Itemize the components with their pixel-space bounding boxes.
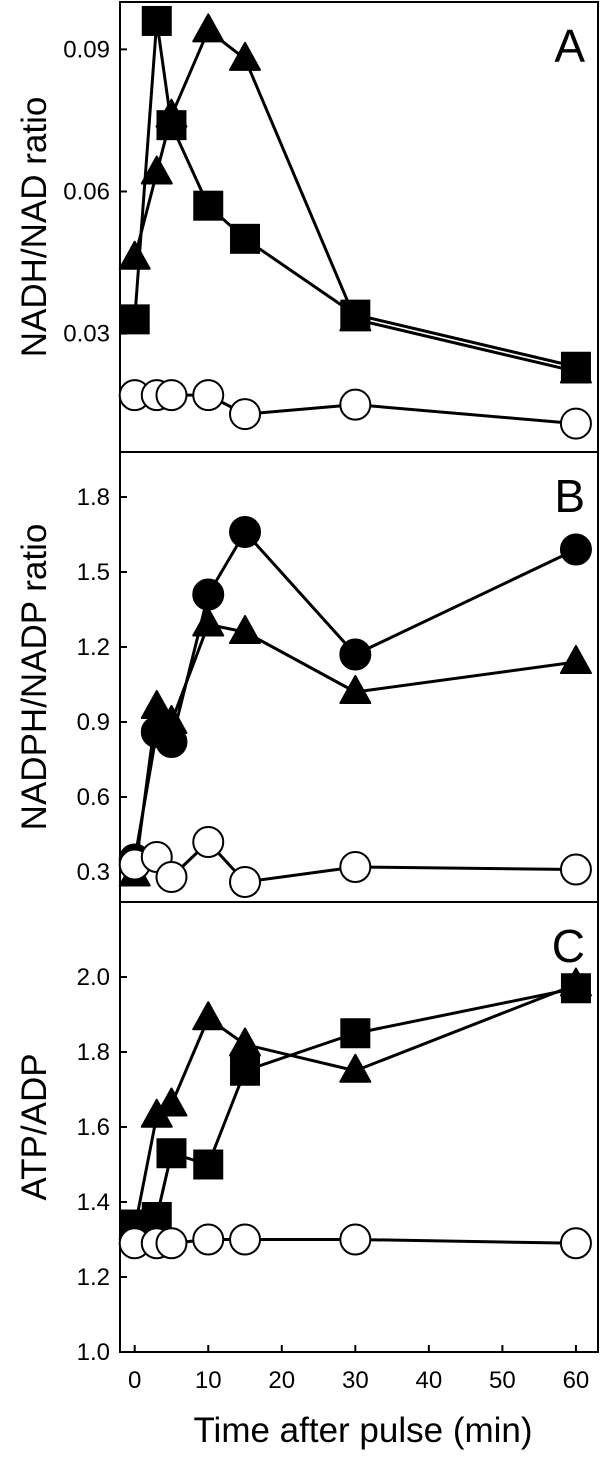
- y-tick-label: 1.8: [77, 1039, 110, 1066]
- y-tick-label: 0.03: [63, 321, 110, 348]
- series-circle-open: [118, 826, 592, 898]
- y-tick-label: 0.6: [77, 784, 110, 811]
- x-tick-label: 0: [128, 1367, 141, 1394]
- data-point: [155, 1227, 188, 1260]
- y-tick-label: 0.06: [63, 178, 110, 205]
- panel-b-frame: [119, 451, 599, 903]
- data-point: [141, 5, 172, 36]
- y-tick-label: 0.09: [63, 36, 110, 63]
- panel-c-frame: [119, 901, 599, 1353]
- data-point: [155, 98, 188, 128]
- data-point: [339, 1053, 372, 1083]
- x-axis-title: Time after pulse (min): [193, 1411, 532, 1450]
- y-tick-label: 2.0: [77, 964, 110, 991]
- y-axis-title: ATP/ADP: [15, 1053, 54, 1200]
- panel-c: 1.0 1.2 1.4 1.6 1.8 2.0 ATP/ADP C: [15, 901, 599, 1366]
- data-point: [559, 1227, 592, 1260]
- data-point: [119, 304, 150, 335]
- data-point: [229, 1223, 262, 1256]
- data-point: [339, 675, 372, 704]
- data-point: [192, 13, 225, 43]
- x-tick-label: 10: [195, 1367, 222, 1394]
- data-point: [140, 155, 173, 185]
- data-point: [559, 967, 592, 997]
- panel-letter: C: [552, 920, 585, 972]
- x-tick-label: 40: [416, 1367, 443, 1394]
- series-triangle-filled: [118, 13, 592, 384]
- data-point: [192, 379, 225, 412]
- data-point: [229, 398, 262, 431]
- y-axis-title: NADH/NAD ratio: [15, 97, 54, 358]
- y-axis-title: NADPH/NADP ratio: [15, 524, 54, 831]
- data-point: [193, 190, 224, 221]
- data-point: [192, 1223, 225, 1256]
- x-tick-label: 20: [268, 1367, 295, 1394]
- data-point: [339, 638, 372, 671]
- series-triangle-filled: [118, 967, 592, 1241]
- data-point: [229, 516, 262, 548]
- data-point: [193, 1149, 224, 1180]
- y-tick-label: 1.2: [77, 634, 110, 661]
- y-tick-label: 1.6: [77, 1114, 110, 1141]
- y-tick-label: 1.5: [77, 559, 110, 586]
- panel-a: 0.03 0.06 0.09 NADH/NAD ratio A: [15, 1, 599, 453]
- data-point: [155, 861, 188, 893]
- data-point: [559, 853, 592, 886]
- data-point: [192, 578, 225, 611]
- data-point: [155, 379, 188, 412]
- data-point: [339, 851, 372, 883]
- y-tick-label: 0.9: [77, 709, 110, 736]
- data-point: [559, 407, 592, 440]
- data-point: [559, 533, 592, 566]
- y-tick-label: 1.8: [77, 484, 110, 511]
- y-tick-label: 1.2: [77, 1264, 110, 1291]
- panel-b: 0.3 0.6 0.9 1.2 1.5 1.8 NADPH/NADP ratio B: [15, 451, 599, 903]
- data-point: [230, 223, 261, 254]
- data-point: [192, 1001, 225, 1031]
- data-point: [140, 690, 173, 719]
- data-point: [340, 1018, 371, 1049]
- series-circle-open: [118, 379, 592, 440]
- data-point: [559, 354, 592, 384]
- data-point: [230, 1055, 261, 1086]
- panel-letter: B: [554, 470, 585, 522]
- data-point: [156, 1138, 187, 1169]
- y-tick-label: 0.3: [77, 859, 110, 886]
- y-tick-label: 1.0: [77, 1339, 110, 1366]
- series-square-filled: [119, 973, 591, 1240]
- x-axis: 0 10 20 30 40 50 60: [128, 1345, 589, 1394]
- data-point: [229, 866, 262, 898]
- data-point: [339, 1223, 372, 1256]
- data-point: [141, 1202, 172, 1232]
- data-point: [192, 826, 225, 858]
- data-point: [155, 705, 188, 734]
- data-point: [155, 1087, 188, 1117]
- series-circle-open: [118, 1223, 592, 1260]
- data-point: [339, 302, 372, 332]
- x-tick-label: 60: [563, 1367, 590, 1394]
- data-point: [118, 240, 151, 270]
- panel-letter: A: [554, 20, 585, 72]
- series-triangle-filled: [118, 607, 592, 887]
- data-point: [339, 388, 372, 421]
- x-tick-label: 50: [489, 1367, 516, 1394]
- y-tick-label: 1.4: [77, 1189, 110, 1216]
- data-point: [229, 1027, 262, 1057]
- data-point: [229, 615, 262, 644]
- data-point: [229, 41, 262, 71]
- x-tick-label: 30: [342, 1367, 369, 1394]
- data-point: [192, 607, 225, 637]
- data-point: [559, 645, 592, 674]
